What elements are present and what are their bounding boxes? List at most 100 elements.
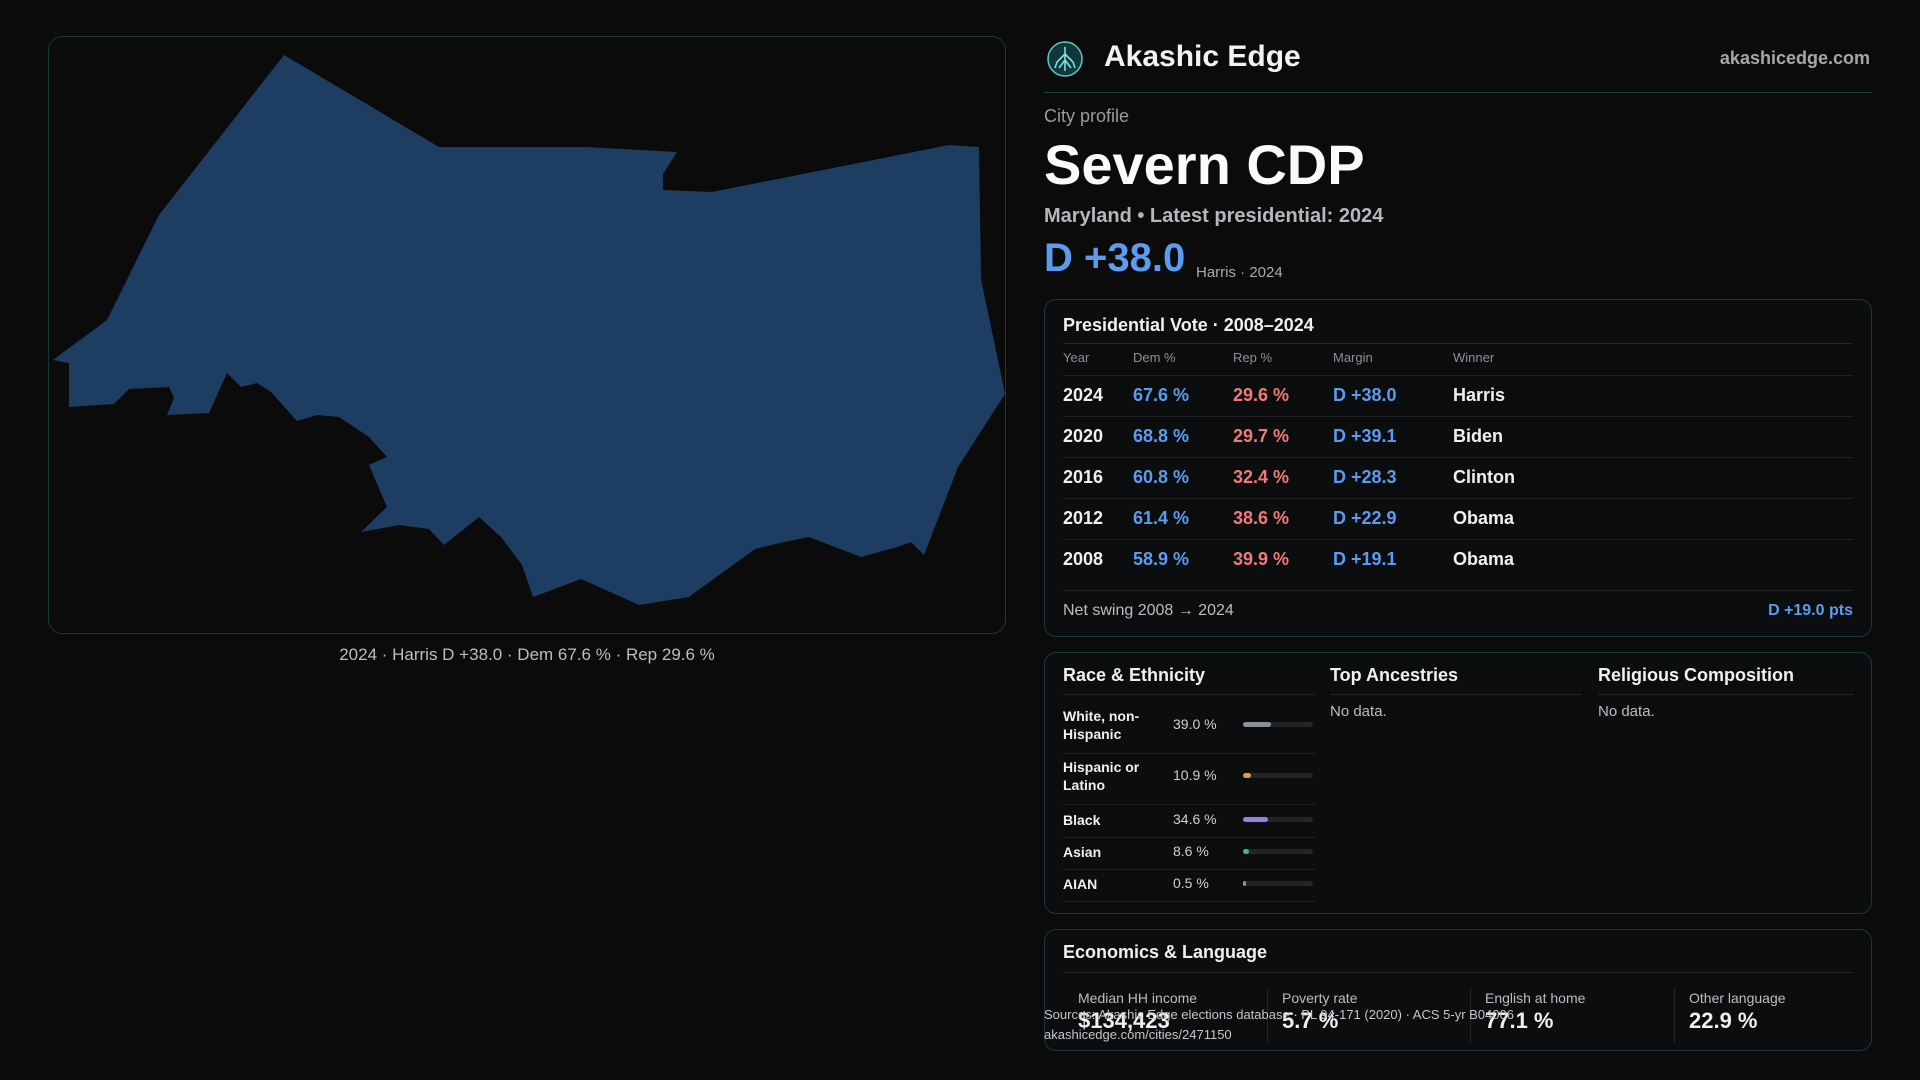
cell-dem: 58.9 % (1133, 549, 1190, 569)
race-bar-fill (1243, 773, 1251, 778)
economics-title: Economics & Language (1063, 942, 1268, 962)
divider (1674, 988, 1675, 1043)
table-row[interactable]: 2008 58.9 % 39.9 % D +19.1 Obama (1063, 539, 1853, 581)
cell-winner: Obama (1453, 508, 1515, 528)
header-margin: Margin (1333, 350, 1373, 365)
race-value: 10.9 % (1173, 767, 1217, 783)
race-name: White, non-Hispanic (1063, 708, 1140, 742)
cell-winner: Harris (1453, 385, 1506, 405)
vote-card-title: Presidential Vote · 2008–2024 (1063, 315, 1314, 335)
map-caption: 2024 · Harris D +38.0 · Dem 67.6 % · Rep… (339, 645, 715, 664)
stat-label: English at home (1485, 990, 1586, 1006)
cell-margin: D +22.9 (1333, 508, 1397, 528)
religion-title: Religious Composition (1598, 665, 1794, 685)
race-title: Race & Ethnicity (1063, 665, 1206, 685)
demographics-card: Race & Ethnicity White, non-Hispanic 39.… (1044, 652, 1872, 914)
race-name: Asian (1063, 844, 1102, 860)
presidential-vote-card: Presidential Vote · 2008–2024 Year Dem %… (1044, 299, 1872, 637)
divider (1063, 972, 1853, 973)
city-boundary-map (53, 55, 1005, 605)
cell-rep: 29.7 % (1233, 426, 1290, 446)
race-value: 0.5 % (1173, 875, 1209, 891)
economics-card: Economics & Language Median HH income $1… (1044, 929, 1872, 1051)
race-row: Asian 8.6 % (1063, 839, 1315, 870)
race-row: AIAN 0.5 % (1063, 871, 1315, 902)
race-bar-track (1243, 773, 1313, 778)
divider (1063, 343, 1853, 344)
net-swing-label: Net swing 2008 → 2024 (1063, 602, 1234, 619)
city-boundary-shape[interactable] (53, 55, 1005, 605)
stat-value: 77.1 % (1485, 1008, 1554, 1033)
stat-value: 5.7 % (1282, 1008, 1339, 1033)
cell-winner: Clinton (1453, 467, 1515, 487)
cell-year: 2024 (1063, 385, 1104, 405)
cell-dem: 67.6 % (1133, 385, 1190, 405)
cell-dem: 60.8 % (1133, 467, 1190, 487)
ancestries-title: Top Ancestries (1330, 665, 1459, 685)
table-row[interactable]: 2016 60.8 % 32.4 % D +28.3 Clinton (1063, 457, 1853, 499)
race-value: 34.6 % (1173, 811, 1217, 827)
race-value: 39.0 % (1173, 716, 1217, 732)
cell-dem: 61.4 % (1133, 508, 1190, 528)
header-rep: Rep % (1233, 350, 1273, 365)
divider (1470, 988, 1471, 1043)
cell-year: 2016 (1063, 467, 1104, 487)
sources-text: Sources: Akashic Edge elections database… (1044, 1007, 1514, 1022)
race-bar-fill (1243, 817, 1268, 822)
cell-margin: D +19.1 (1333, 549, 1397, 569)
brand-url-link[interactable]: akashicedge.com (1719, 48, 1870, 68)
cell-year: 2012 (1063, 508, 1104, 528)
page-kicker: City profile (1044, 106, 1130, 126)
race-bar-track (1243, 849, 1313, 854)
race-bar-fill (1243, 722, 1271, 727)
ancestries-empty: No data. (1330, 703, 1387, 720)
race-row: White, non-Hispanic 39.0 % (1063, 705, 1315, 754)
race-bar-track (1243, 817, 1313, 822)
footer: Sources: Akashic Edge elections database… (1044, 1005, 1514, 1045)
cell-margin: D +38.0 (1333, 385, 1397, 405)
divider (1330, 694, 1582, 695)
divider (1598, 694, 1854, 695)
cell-margin: D +28.3 (1333, 467, 1397, 487)
race-bar-track (1243, 881, 1313, 886)
race-bar-fill (1243, 849, 1249, 854)
latest-margin: D +38.0 (1044, 236, 1186, 280)
cell-year: 2008 (1063, 549, 1104, 569)
tree-emblem-icon[interactable] (1046, 40, 1084, 78)
cell-rep: 39.9 % (1233, 549, 1290, 569)
table-row[interactable]: 2024 67.6 % 29.6 % D +38.0 Harris (1063, 375, 1853, 417)
race-name: AIAN (1063, 876, 1098, 892)
cell-margin: D +39.1 (1333, 426, 1397, 446)
page-url-link[interactable]: akashicedge.com/cities/2471150 (1044, 1027, 1232, 1042)
brand-name[interactable]: Akashic Edge (1104, 40, 1301, 73)
cell-rep: 38.6 % (1233, 508, 1290, 528)
race-bar-track (1243, 722, 1313, 727)
cell-winner: Biden (1453, 426, 1504, 446)
page-subtitle: Maryland • Latest presidential: 2024 (1044, 205, 1384, 227)
cell-rep: 32.4 % (1233, 467, 1290, 487)
header-dem: Dem % (1133, 350, 1176, 365)
brand-header: Akashic Edge akashicedge.com (1044, 36, 1872, 93)
race-value: 8.6 % (1173, 843, 1209, 859)
divider (1063, 694, 1315, 695)
divider (1267, 988, 1268, 1043)
cell-winner: Obama (1453, 549, 1515, 569)
religion-empty: No data. (1598, 703, 1655, 720)
table-row[interactable]: 2020 68.8 % 29.7 % D +39.1 Biden (1063, 416, 1853, 458)
stat-label: Median HH income (1078, 990, 1198, 1006)
stat-value: $134,423 (1078, 1008, 1170, 1033)
header-year: Year (1063, 350, 1090, 365)
race-name: Hispanic or Latino (1063, 759, 1140, 793)
page-title: Severn CDP (1044, 133, 1365, 196)
divider (1063, 590, 1853, 591)
table-row[interactable]: 2012 61.4 % 38.6 % D +22.9 Obama (1063, 498, 1853, 540)
cell-dem: 68.8 % (1133, 426, 1190, 446)
cell-rep: 29.6 % (1233, 385, 1290, 405)
stat-label: Poverty rate (1282, 990, 1358, 1006)
race-name: Black (1063, 812, 1101, 828)
race-bar-fill (1243, 881, 1246, 886)
latest-margin-note: Harris · 2024 (1196, 264, 1283, 281)
race-row: Black 34.6 % (1063, 807, 1315, 838)
map-panel (48, 36, 1006, 634)
stat-label: Other language (1689, 990, 1786, 1006)
